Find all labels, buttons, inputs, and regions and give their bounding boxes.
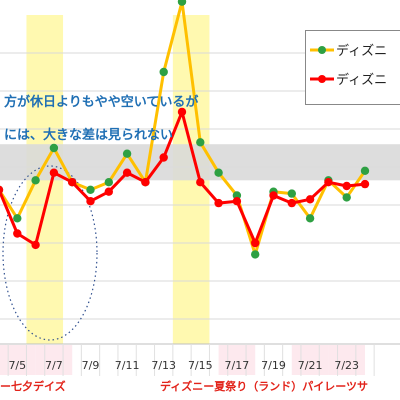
x-tick-label: 7/9 bbox=[82, 359, 100, 372]
series-1-point bbox=[287, 189, 296, 198]
legend-item-series-1: ディズニ bbox=[306, 40, 400, 60]
tick-weekend-bg bbox=[291, 345, 329, 375]
x-tick-label: 7/23 bbox=[334, 359, 359, 372]
series-2-point bbox=[13, 229, 22, 238]
x-tick-label: 7/5 bbox=[8, 359, 26, 372]
x-tick-label: 7/19 bbox=[261, 359, 286, 372]
series-1-point bbox=[196, 138, 205, 147]
series-2-point bbox=[360, 179, 370, 189]
legend-marker-series-2 bbox=[310, 75, 334, 83]
x-tick-label: 7/21 bbox=[298, 359, 323, 372]
series-1-point bbox=[305, 214, 315, 223]
x-tick-label: 7/13 bbox=[151, 359, 176, 372]
series-2-point bbox=[269, 191, 278, 200]
annotation-line-2: には、大きな差は見られない bbox=[4, 128, 174, 143]
series-2-point bbox=[86, 197, 95, 206]
tick-weekend-bg bbox=[218, 345, 256, 375]
annotation-line-1: 方が休日よりもやや空いているが bbox=[4, 95, 199, 110]
series-1-point bbox=[122, 149, 132, 158]
series-1-point bbox=[214, 168, 223, 177]
series-2-point bbox=[122, 168, 132, 177]
series-2-point bbox=[177, 107, 187, 117]
series-2-point bbox=[159, 153, 168, 162]
tick-weekend-bg bbox=[35, 345, 73, 375]
series-1-point bbox=[86, 185, 95, 194]
legend-label-series-1: ディズニ bbox=[336, 44, 388, 59]
tick-weekend-bg bbox=[0, 345, 36, 375]
series-2-point bbox=[287, 198, 296, 208]
tick-weekend-bg bbox=[328, 345, 365, 375]
x-tick-label: 7/11 bbox=[115, 359, 140, 372]
legend-marker-series-1 bbox=[310, 46, 334, 54]
series-2-point bbox=[31, 240, 40, 250]
series-2-point bbox=[214, 198, 223, 208]
series-1-point bbox=[13, 214, 22, 223]
series-2-point bbox=[49, 168, 59, 177]
series-2-point bbox=[305, 195, 315, 204]
series-1-point bbox=[360, 166, 370, 175]
legend: ディズニ ディズニ bbox=[305, 30, 400, 105]
series-2-point bbox=[251, 238, 260, 248]
x-tick-label: 7/17 bbox=[225, 359, 250, 372]
series-2-point bbox=[104, 187, 114, 196]
series-2-point bbox=[0, 185, 4, 194]
series-1-point bbox=[31, 176, 40, 185]
series-1-point bbox=[177, 0, 187, 6]
event-label-natsumatsuri: ディズニー夏祭り（ランド）パイレーツサ bbox=[160, 380, 369, 393]
x-tick-label: 7/15 bbox=[188, 359, 213, 372]
series-2-point bbox=[68, 178, 77, 187]
series-1-point bbox=[342, 193, 351, 202]
series-2-point bbox=[324, 178, 333, 187]
series-2-point bbox=[342, 181, 351, 191]
series-1-point bbox=[104, 178, 114, 187]
annotation-ellipse bbox=[2, 165, 98, 341]
series-2-point bbox=[141, 178, 150, 187]
series-1-point bbox=[49, 143, 59, 153]
series-1-point bbox=[251, 250, 260, 259]
series-2-point bbox=[232, 197, 242, 206]
x-tick-label: 7/7 bbox=[45, 359, 63, 372]
legend-label-series-2: ディズニ bbox=[336, 73, 388, 88]
legend-item-series-2: ディズニ bbox=[306, 69, 400, 89]
series-2-point bbox=[196, 178, 205, 187]
event-label-tanabata: ー七夕デイズ bbox=[0, 380, 66, 393]
series-1-point bbox=[159, 67, 168, 77]
